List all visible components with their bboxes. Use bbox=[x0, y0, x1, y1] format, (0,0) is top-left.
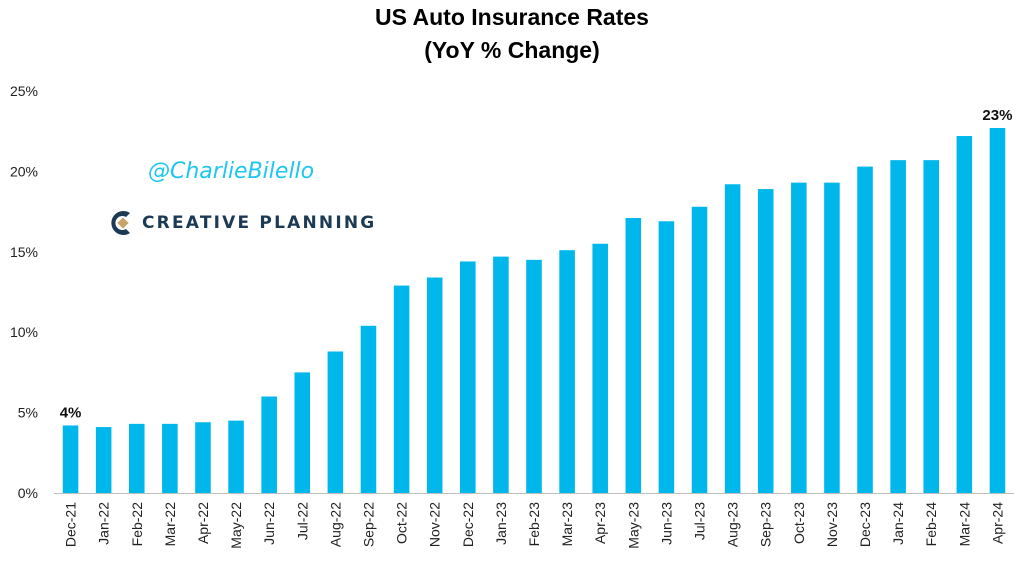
x-tick-label: Jun-23 bbox=[658, 502, 674, 545]
bar bbox=[261, 396, 277, 493]
chart-title: US Auto Insurance Rates bbox=[375, 4, 649, 30]
bar bbox=[559, 250, 575, 493]
y-tick-label: 25% bbox=[10, 83, 38, 99]
bar bbox=[658, 221, 675, 494]
x-tick-label: Sep-22 bbox=[360, 502, 376, 547]
y-tick-label: 15% bbox=[10, 244, 38, 260]
creative-planning-logo: CREATIVE PLANNING bbox=[110, 209, 376, 237]
y-axis: 0% 5% 10% 15% 20% 25% bbox=[10, 83, 38, 501]
creative-planning-logo-icon bbox=[111, 211, 130, 235]
x-tick-label: Mar-23 bbox=[559, 502, 575, 547]
bar bbox=[62, 425, 79, 493]
bar bbox=[195, 422, 211, 493]
x-tick-label: Apr-23 bbox=[592, 502, 608, 544]
x-tick-label: Sep-23 bbox=[758, 502, 774, 547]
x-tick-label: Apr-22 bbox=[195, 502, 211, 544]
bar bbox=[95, 427, 112, 493]
bar bbox=[228, 420, 244, 493]
watermark-handle: @CharlieBilello bbox=[148, 159, 315, 184]
bar bbox=[890, 160, 906, 494]
x-tick-label: Jan-24 bbox=[890, 502, 906, 545]
data-labels: 4% 23% bbox=[60, 107, 1013, 421]
data-label: 23% bbox=[982, 107, 1012, 124]
x-tick-label: Jan-23 bbox=[493, 502, 509, 545]
y-tick-label: 20% bbox=[10, 163, 38, 179]
bar bbox=[592, 243, 608, 493]
chart-subtitle: (YoY % Change) bbox=[424, 37, 600, 63]
bar bbox=[526, 259, 542, 493]
y-tick-label: 5% bbox=[18, 405, 38, 421]
x-tick-label: Jul-23 bbox=[692, 502, 708, 540]
bars-group bbox=[62, 127, 1006, 494]
x-tick-label: Mar-24 bbox=[956, 502, 972, 547]
x-tick-label: Dec-21 bbox=[63, 502, 79, 547]
x-tick-label: Oct-22 bbox=[394, 502, 410, 544]
y-tick-label: 0% bbox=[18, 485, 38, 501]
x-tick-label: Dec-23 bbox=[857, 502, 873, 547]
bar bbox=[625, 218, 642, 494]
bar bbox=[460, 261, 476, 493]
x-tick-label: Aug-22 bbox=[327, 502, 343, 547]
x-tick-label: Jul-22 bbox=[294, 502, 310, 540]
x-axis-labels: Dec-21 Jan-22 Feb-22 Mar-22 Apr-22 May-22 Jun-… bbox=[63, 502, 1006, 549]
bar bbox=[989, 127, 1006, 493]
x-tick-label: Jan-22 bbox=[96, 502, 112, 545]
bar bbox=[128, 423, 145, 493]
x-tick-label: Feb-23 bbox=[526, 502, 542, 547]
x-tick-label: Dec-22 bbox=[460, 502, 476, 547]
bar bbox=[360, 325, 377, 493]
data-label: 4% bbox=[60, 404, 82, 421]
x-tick-label: Oct-23 bbox=[791, 502, 807, 544]
x-tick-label: May-22 bbox=[228, 502, 244, 549]
y-tick-label: 10% bbox=[10, 324, 38, 340]
bar bbox=[426, 277, 443, 493]
logo-text: CREATIVE PLANNING bbox=[142, 213, 377, 233]
bar bbox=[824, 182, 840, 493]
bar bbox=[857, 166, 873, 494]
bar bbox=[691, 206, 708, 493]
x-tick-label: Nov-23 bbox=[824, 502, 840, 547]
bar bbox=[923, 160, 940, 494]
x-tick-label: Feb-22 bbox=[129, 502, 145, 547]
x-tick-label: Feb-24 bbox=[923, 502, 939, 547]
x-tick-label: May-23 bbox=[625, 502, 641, 549]
bar bbox=[327, 351, 344, 493]
x-tick-label: Aug-23 bbox=[725, 502, 741, 547]
bar bbox=[294, 372, 311, 493]
bar bbox=[393, 285, 410, 493]
bar bbox=[791, 182, 807, 493]
x-tick-label: Mar-22 bbox=[162, 502, 178, 547]
bar bbox=[956, 136, 973, 494]
bar bbox=[724, 184, 741, 493]
x-tick-label: Apr-24 bbox=[989, 502, 1005, 544]
bar bbox=[162, 423, 178, 493]
bar bbox=[493, 256, 509, 493]
x-tick-label: Nov-22 bbox=[427, 502, 443, 547]
bar bbox=[757, 189, 774, 493]
x-tick-label: Jun-22 bbox=[261, 502, 277, 545]
